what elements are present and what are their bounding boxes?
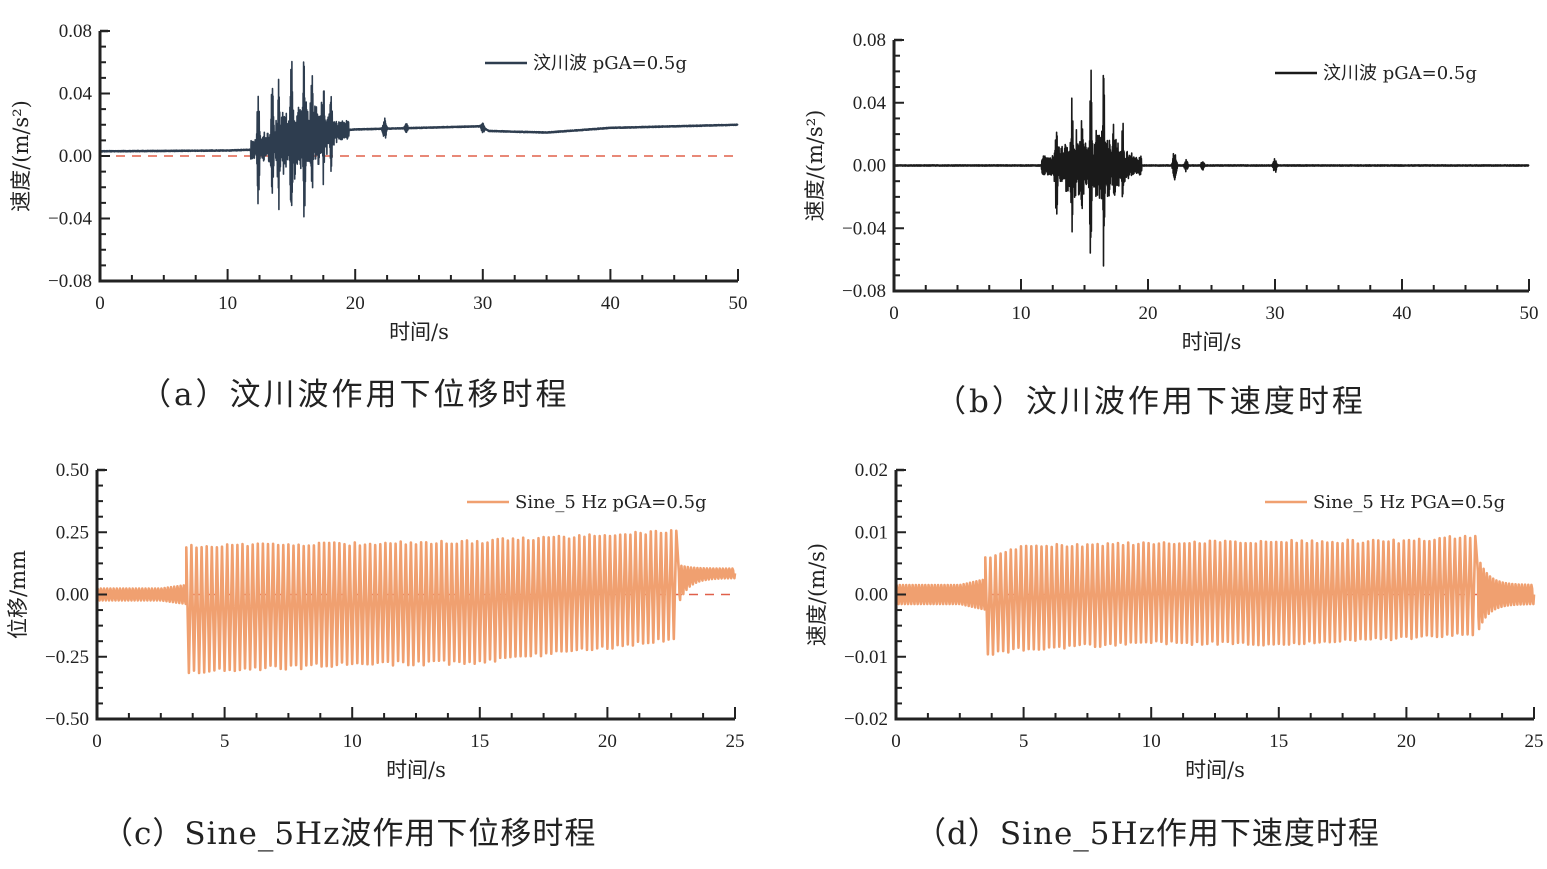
y-tick-label: 0.25 — [56, 522, 89, 543]
chart-c-sine-displacement: −0.50 −0.25 0.00 0.25 0.50 0 5 10 15 20 25 时间/s 位移/m… — [6, 460, 745, 782]
y-tick-label: 0.50 — [56, 460, 89, 481]
x-tick-label: 20 — [346, 293, 365, 314]
x-tick-label: 20 — [598, 731, 617, 752]
y-tick-label: 0.04 — [853, 93, 887, 114]
x-tick-label: 30 — [1266, 303, 1285, 324]
y-tick-label: −0.04 — [842, 218, 886, 239]
x-tick-label: 20 — [1397, 731, 1416, 752]
caption-d: （d）Sine_5Hz作用下速度时程 — [915, 816, 1380, 852]
y-tick-label: 0.01 — [855, 522, 888, 543]
x-tick-label: 20 — [1139, 303, 1158, 324]
y-tick-label: −0.01 — [844, 647, 888, 668]
x-tick-label: 10 — [218, 293, 237, 314]
y-tick-label: −0.08 — [842, 281, 886, 302]
x-axis-title: 时间/s — [389, 320, 449, 344]
y-tick-label: 0.08 — [853, 30, 886, 51]
legend: 汶川波 pGA=0.5g — [1275, 63, 1477, 84]
x-axis-title: 时间/s — [1182, 330, 1242, 354]
x-tick-label: 50 — [729, 293, 748, 314]
legend-label: 汶川波 pGA=0.5g — [533, 53, 687, 74]
x-tick-label: 5 — [1019, 731, 1029, 752]
x-tick-label: 5 — [220, 731, 230, 752]
chart-a-wenchuan-displacement: −0.08 −0.04 0.00 0.04 0.08 0 10 20 30 40 50 时间/s 速度/… — [9, 21, 748, 344]
y-axis-title: 位移/mm — [6, 550, 30, 639]
x-tick-label: 50 — [1520, 303, 1539, 324]
x-tick-label: 0 — [889, 303, 899, 324]
y-tick-label: 0.00 — [56, 585, 89, 606]
y-tick-label: 0.04 — [59, 84, 93, 105]
x-tick-label: 10 — [343, 731, 362, 752]
y-tick-label: −0.02 — [844, 709, 888, 730]
y-axis-title: 速度/(m/s) — [805, 543, 829, 646]
legend: Sine_5 Hz pGA=0.5g — [467, 492, 707, 513]
y-tick-label: 0.00 — [853, 156, 886, 177]
legend-label: Sine_5 Hz PGA=0.5g — [1313, 492, 1505, 513]
y-tick-label: −0.25 — [45, 647, 89, 668]
caption-a: （a）汶川波作用下位移时程 — [140, 377, 570, 413]
y-tick-label: 0.08 — [59, 21, 92, 42]
y-axis-title: 速度/(m/s²) — [803, 110, 827, 222]
caption-b: （b）汶川波作用下速度时程 — [935, 384, 1366, 420]
chart-b-wenchuan-velocity: −0.08 −0.04 0.00 0.04 0.08 0 10 20 30 40 50 时间/s 速度/… — [803, 30, 1539, 354]
x-axis-title: 时间/s — [386, 758, 446, 782]
y-tick-label: 0.02 — [855, 460, 888, 481]
chart-d-sine-velocity: −0.02 −0.01 0.00 0.01 0.02 0 5 10 15 20 25 时间/s 速度/(… — [805, 460, 1544, 782]
y-axis-title: 速度/(m/s²) — [9, 100, 33, 212]
x-tick-label: 0 — [92, 731, 102, 752]
x-tick-label: 0 — [95, 293, 105, 314]
x-tick-label: 40 — [1393, 303, 1412, 324]
legend-label: Sine_5 Hz pGA=0.5g — [515, 492, 707, 513]
series-line-d — [894, 534, 1536, 656]
series-line-b — [893, 69, 1530, 267]
y-tick-label: −0.50 — [45, 709, 89, 730]
x-axis-title: 时间/s — [1185, 758, 1245, 782]
legend-label: 汶川波 pGA=0.5g — [1323, 63, 1477, 84]
x-tick-label: 40 — [601, 293, 620, 314]
x-tick-label: 15 — [1269, 731, 1288, 752]
series-line-a — [99, 60, 739, 218]
x-tick-label: 10 — [1142, 731, 1161, 752]
caption-c: （c）Sine_5Hz波作用下位移时程 — [102, 816, 597, 852]
y-tick-label: −0.04 — [48, 209, 92, 230]
legend: Sine_5 Hz PGA=0.5g — [1265, 492, 1505, 513]
x-tick-label: 25 — [1525, 731, 1544, 752]
x-tick-label: 25 — [726, 731, 745, 752]
y-tick-label: 0.00 — [855, 585, 888, 606]
x-tick-label: 10 — [1012, 303, 1031, 324]
legend: 汶川波 pGA=0.5g — [485, 53, 687, 74]
x-tick-label: 30 — [473, 293, 492, 314]
series-line-c — [95, 529, 737, 675]
y-tick-label: −0.08 — [48, 271, 92, 292]
x-tick-label: 0 — [891, 731, 901, 752]
x-tick-label: 15 — [470, 731, 489, 752]
y-tick-label: 0.00 — [59, 146, 92, 167]
